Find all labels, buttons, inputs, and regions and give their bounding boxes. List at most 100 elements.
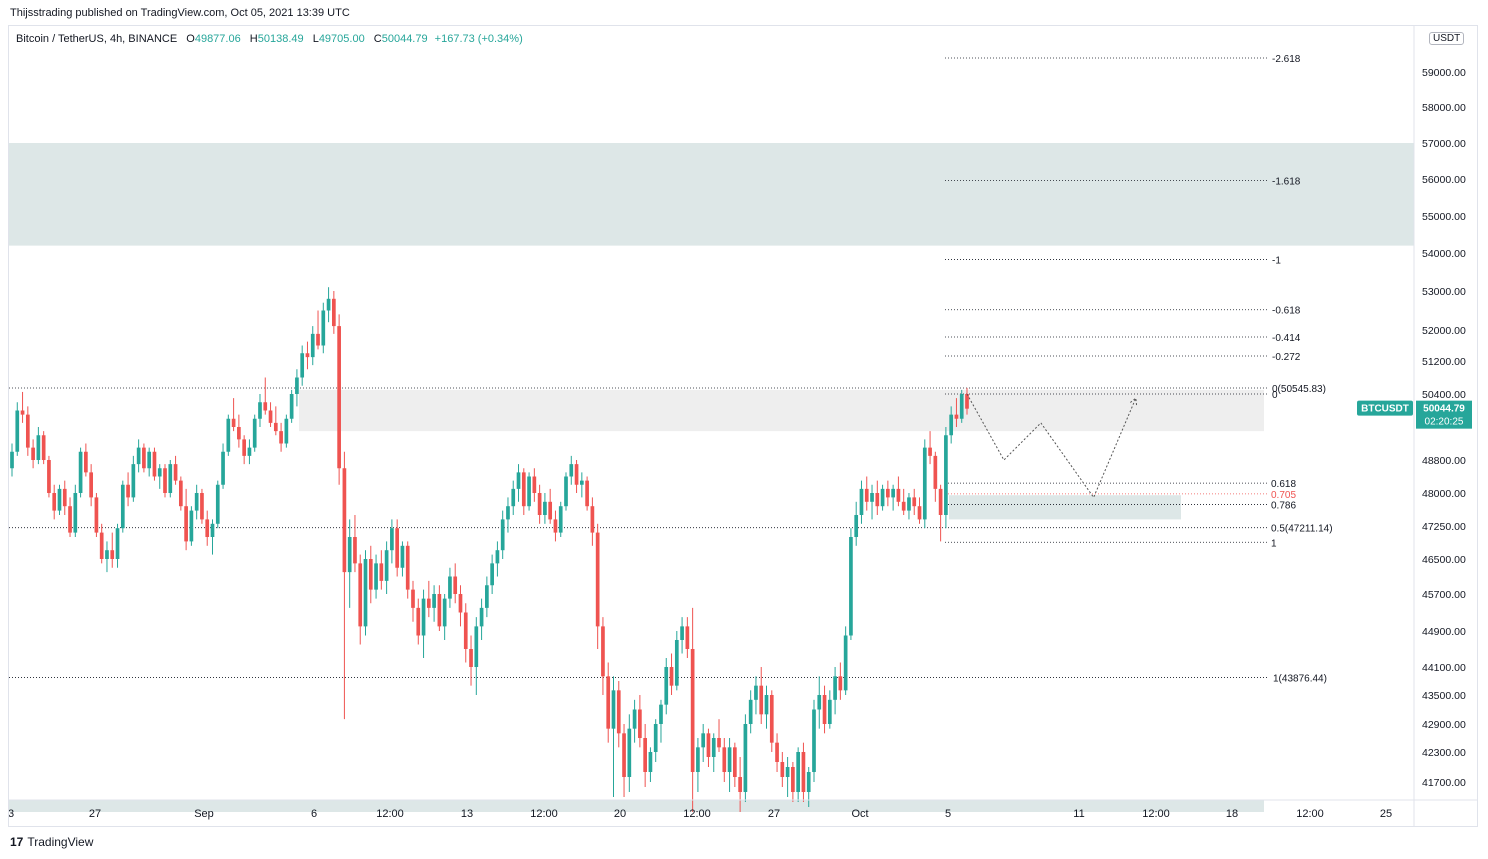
candle [959, 389, 964, 423]
candle [84, 443, 88, 477]
candle-body [332, 298, 336, 327]
fib-ret-label-1: 0.705 [1271, 490, 1296, 501]
candle-body [669, 667, 674, 686]
candle [527, 472, 531, 511]
candle-body [949, 414, 954, 436]
candle [200, 488, 204, 524]
candle-body [965, 394, 969, 409]
price-chart[interactable]: -2.618 -1.618 -1 -0.618 -0.414 -0.272 0(50545.… [9, 26, 1479, 826]
tradingview-logo[interactable]: 17 TradingView [10, 835, 93, 849]
candle-body [316, 333, 320, 346]
candle-body [759, 685, 764, 715]
candle-body [379, 563, 384, 581]
candle-body [933, 455, 938, 489]
candle [922, 439, 927, 529]
candle [500, 510, 505, 559]
candle-body [41, 435, 46, 460]
candle [590, 497, 595, 546]
candle [827, 690, 832, 729]
candle-body [321, 310, 326, 346]
candle [706, 728, 711, 767]
candle-body [801, 752, 806, 792]
fib-ret-label-2: 0.786 [1271, 500, 1296, 511]
zone-0 [9, 143, 1414, 246]
candle [316, 310, 320, 350]
candle [569, 455, 574, 485]
candle [949, 406, 954, 444]
candle-body [342, 468, 347, 573]
fib-ext-label-6: 0(50545.83) [1272, 384, 1326, 395]
candle [616, 681, 621, 748]
candle-body [194, 493, 199, 511]
candle-body [564, 476, 568, 507]
candle-body [57, 488, 62, 511]
y-tick-label: 55000.00 [1422, 211, 1466, 223]
candle [448, 567, 452, 608]
candle-body [606, 676, 611, 729]
candle-body [590, 506, 595, 533]
x-tick-label: 6 [311, 808, 317, 820]
candle-body [891, 488, 895, 498]
candle [511, 480, 516, 515]
candle-body [363, 559, 368, 627]
candle [321, 302, 326, 354]
candle [157, 464, 162, 489]
candle-body [284, 418, 289, 444]
x-tick-label: Oct [851, 808, 868, 820]
candle [485, 576, 489, 618]
candle [363, 550, 368, 636]
candle [727, 738, 732, 792]
candle-body [184, 506, 188, 542]
candle [495, 541, 500, 577]
candle-body [437, 594, 442, 627]
candle [99, 523, 104, 564]
candle-body [527, 476, 531, 507]
candle-body [273, 422, 278, 432]
candle-body [289, 394, 294, 419]
candle-body [300, 353, 305, 378]
x-axis: 23 27 Sep 6 12:00 13 12:00 20 12:00 27 Oct 5 11 12:00… [9, 799, 1477, 820]
currency-unit-button[interactable]: USDT [1429, 32, 1465, 45]
candle [685, 617, 690, 658]
candle-body [553, 519, 558, 533]
candle-body [833, 676, 837, 700]
y-tick-label: 44900.00 [1422, 626, 1466, 638]
x-tick-label: 27 [768, 808, 780, 820]
candle-body [558, 506, 563, 533]
candle [263, 377, 268, 415]
x-tick-label: 12:00 [1296, 808, 1324, 820]
candle [432, 585, 436, 622]
candle-body [822, 695, 827, 724]
candle-body [421, 598, 426, 636]
candle-body [854, 515, 859, 537]
candle-body [131, 464, 136, 498]
candle-body [358, 563, 363, 627]
candle-body [500, 519, 505, 551]
y-tick-label: 47250.00 [1422, 521, 1466, 533]
ohlc-close: 50044.79 [381, 33, 428, 45]
candle-body [954, 414, 959, 419]
zone-3 [9, 799, 1264, 812]
candle [20, 391, 25, 423]
level-label-0: 1(43876.44) [1273, 673, 1327, 684]
candle [68, 497, 72, 537]
candle-body [226, 418, 231, 452]
candle [437, 585, 442, 631]
fib-ext-label-1: -1.618 [1272, 176, 1301, 187]
candle [891, 484, 895, 511]
candle-body [674, 640, 679, 686]
candle-body [231, 418, 236, 427]
candle-body [374, 563, 378, 590]
candle-body [685, 626, 690, 649]
fib-ext-label-7: 0 [1272, 390, 1278, 401]
candle [606, 662, 611, 743]
x-tick-label: 23 [9, 808, 14, 820]
candle [247, 439, 252, 465]
candle [463, 603, 468, 663]
candle-body [368, 559, 373, 590]
candle-body [469, 649, 473, 667]
y-tick-label: 42900.00 [1422, 719, 1466, 731]
candle [89, 464, 93, 507]
candle-body [537, 493, 542, 515]
candle [907, 493, 911, 520]
